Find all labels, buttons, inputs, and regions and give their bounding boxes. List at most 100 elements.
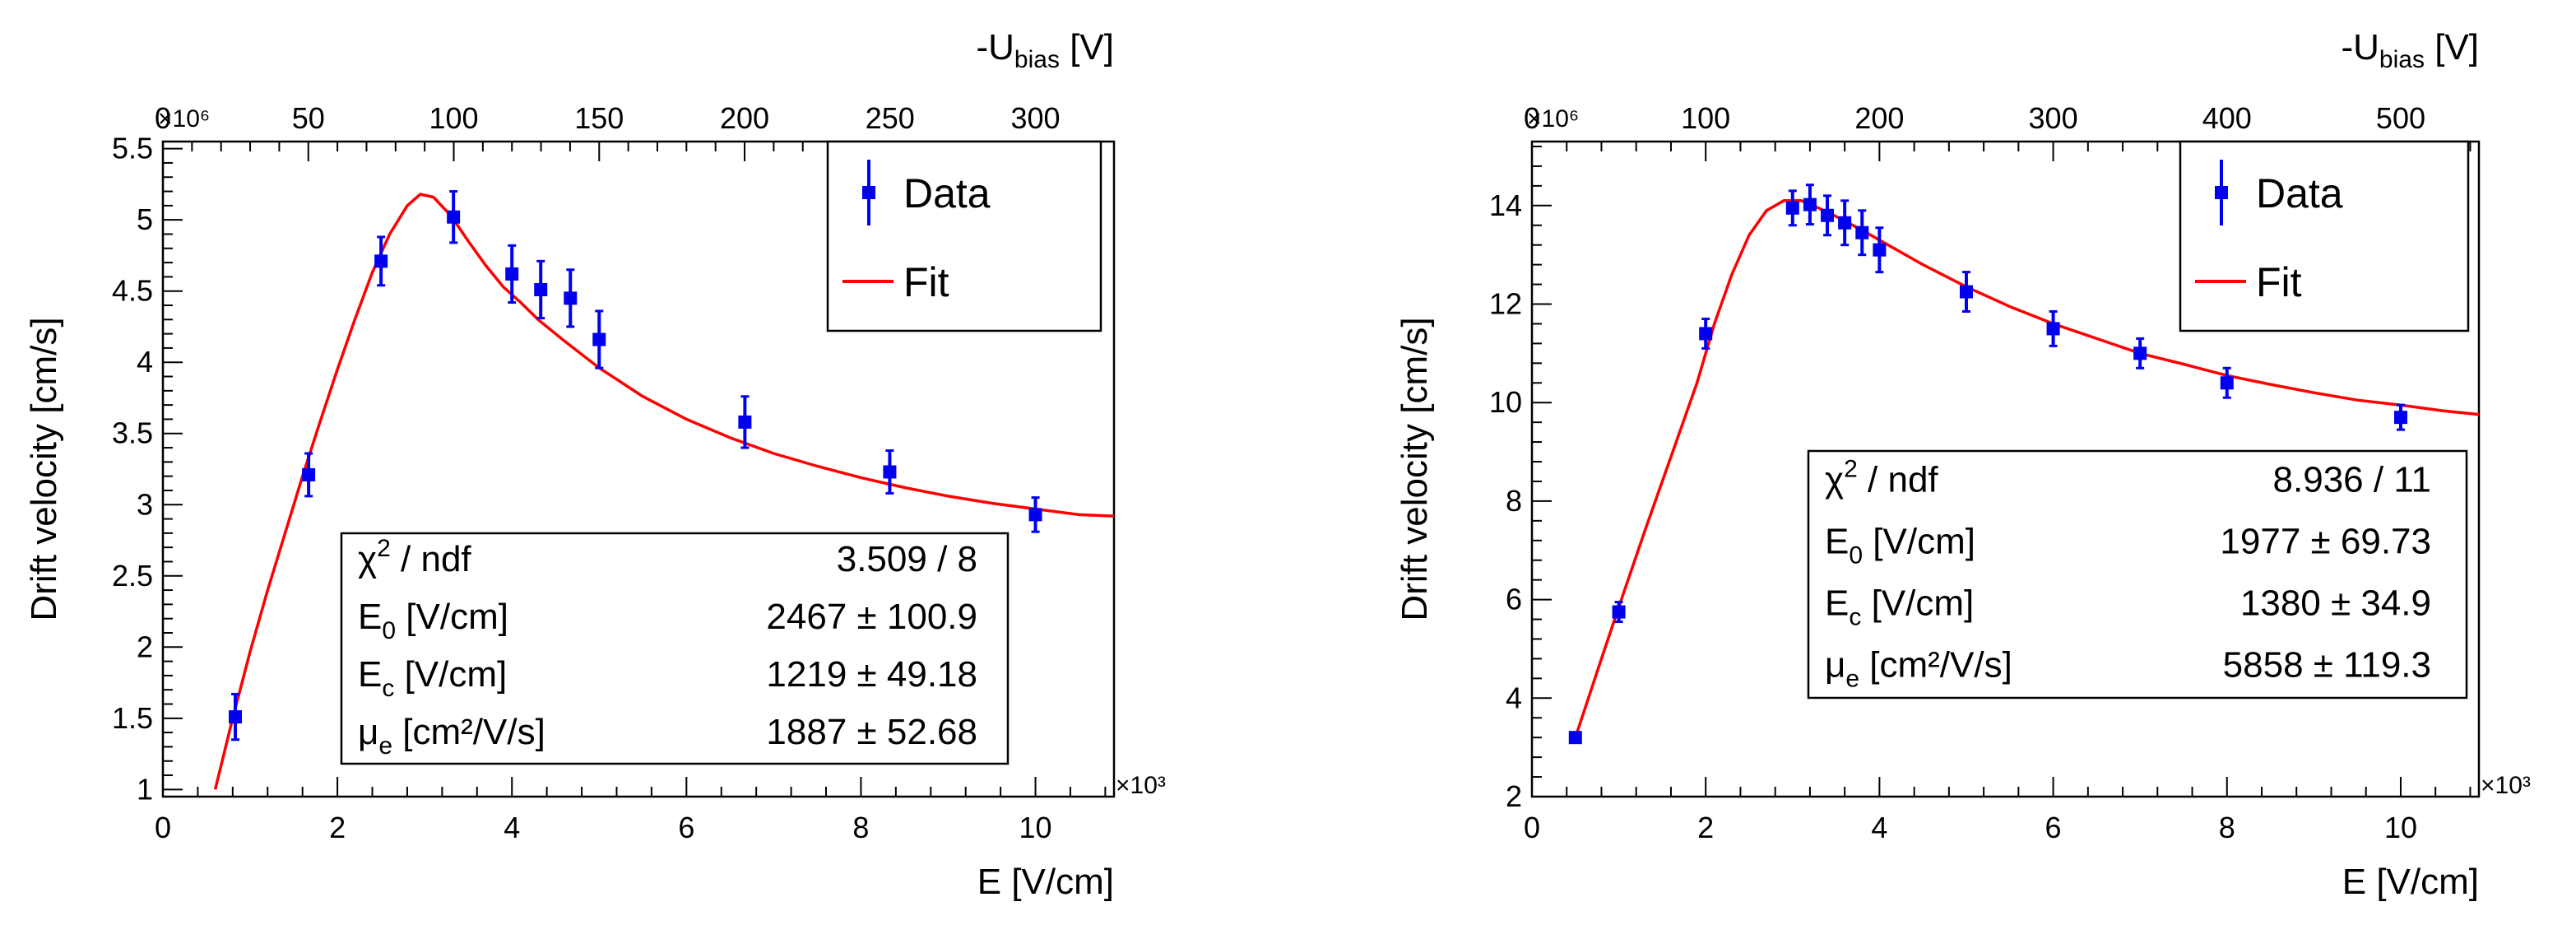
top-tick-label: 400 — [2202, 101, 2252, 135]
y-axis-title: Drift velocity [cm/s] — [1395, 317, 1435, 621]
y-exponent-label: ×10⁶ — [158, 105, 210, 132]
y-tick-label: 5.5 — [112, 132, 153, 165]
data-point — [1821, 208, 1835, 222]
stats-row-label: Ec [V/cm] — [1825, 583, 1974, 631]
data-point — [1699, 327, 1713, 341]
legend-label-fit: Fit — [2256, 259, 2302, 305]
x-tick-label: 8 — [852, 811, 869, 844]
y-tick-label: 2.5 — [112, 559, 153, 593]
data-point — [2133, 346, 2147, 360]
stats-row-value: 1887 ± 52.68 — [766, 712, 977, 752]
y-tick-label: 8 — [1506, 484, 1522, 518]
top-axis-title: -Ubias [V] — [2341, 27, 2479, 73]
x-tick-label: 8 — [2219, 811, 2235, 844]
series-fit-line — [213, 193, 1115, 790]
top-tick-label: 300 — [1011, 101, 1061, 135]
x-tick-label: 2 — [1697, 811, 1714, 844]
y-exponent-label: ×10⁶ — [1527, 105, 1579, 132]
legend-data-marker — [2215, 186, 2228, 199]
y-tick-label: 4 — [137, 345, 153, 379]
y-tick-label: 4 — [1506, 681, 1522, 714]
x-axis-title: E [V/cm] — [977, 862, 1114, 902]
data-point — [1803, 198, 1817, 211]
data-point — [883, 465, 897, 479]
legend-data-marker — [862, 186, 875, 199]
stats-row-value: 5858 ± 119.3 — [2223, 645, 2431, 686]
chart-panel-1: 0 2 4 6 8 10 ×10³ E [V/cm] 1 1.5 2 2.5 3 3.5 4 4.5 5 5.5×… — [24, 27, 1166, 902]
y-tick-label: 5 — [137, 202, 153, 236]
top-tick-label: 300 — [2029, 101, 2078, 135]
stats-row-label: μe [cm²/V/s] — [1825, 645, 2012, 693]
y-tick-label: 3.5 — [112, 416, 153, 450]
top-tick-label: 500 — [2376, 101, 2425, 135]
y-tick-label: 6 — [1506, 583, 1522, 616]
y-tick-label: 3 — [137, 487, 153, 521]
stats-row-value: 2467 ± 100.9 — [766, 597, 977, 637]
legend-label-data: Data — [2256, 170, 2343, 216]
y-tick-label: 4.5 — [112, 274, 153, 308]
series-fit-line — [1574, 199, 2480, 738]
legend-label-data: Data — [903, 170, 991, 216]
data-point — [1873, 243, 1887, 257]
top-tick-label: 250 — [866, 101, 915, 135]
data-point — [738, 415, 752, 429]
legend-box — [2179, 140, 2470, 332]
y-tick-label: 10 — [1489, 385, 1522, 419]
x-tick-label: 2 — [329, 811, 346, 844]
data-point — [2393, 411, 2407, 425]
stats-row-label: χ2 / ndf — [358, 535, 471, 579]
stats-row-value: 8.936 / 11 — [2273, 460, 2431, 500]
plot-frame — [161, 140, 1116, 798]
data-point — [534, 282, 548, 296]
x-exponent-label: ×10³ — [2481, 772, 2531, 799]
fit-stats-box — [340, 532, 1010, 765]
data-point — [374, 254, 388, 268]
stats-row-value: 3.509 / 8 — [837, 539, 977, 579]
stats-row-label: Ec [V/cm] — [358, 654, 507, 702]
top-axis-title: -Ubias [V] — [976, 27, 1114, 73]
data-point — [564, 291, 578, 305]
x-tick-label: 4 — [504, 811, 520, 844]
top-tick-label: 0 — [1524, 101, 1540, 135]
stats-row-label: χ2 / ndf — [1825, 456, 1938, 500]
data-point — [2046, 322, 2060, 336]
stats-row-label: E0 [V/cm] — [1825, 522, 1975, 569]
top-tick-label: 50 — [292, 101, 325, 135]
data-point — [1612, 605, 1626, 619]
data-point — [1838, 216, 1852, 230]
top-tick-label: 100 — [429, 101, 478, 135]
x-tick-label: 10 — [2384, 811, 2417, 844]
data-point — [1028, 508, 1042, 522]
data-point — [229, 710, 243, 724]
x-tick-label: 6 — [2045, 811, 2062, 844]
top-tick-label: 150 — [574, 101, 624, 135]
x-axis-title: E [V/cm] — [2342, 862, 2479, 902]
data-point — [1855, 225, 1869, 239]
data-point — [1568, 731, 1582, 745]
top-tick-label: 200 — [720, 101, 769, 135]
x-tick-label: 0 — [1524, 811, 1540, 844]
x-tick-label: 6 — [678, 811, 694, 844]
y-tick-label: 14 — [1489, 188, 1522, 222]
data-point — [447, 210, 461, 224]
y-axis-title: Drift velocity [cm/s] — [24, 317, 64, 621]
y-tick-label: 1 — [137, 772, 153, 806]
top-tick-label: 200 — [1854, 101, 1904, 135]
x-exponent-label: ×10³ — [1116, 772, 1166, 799]
data-point — [1785, 201, 1799, 215]
data-point — [302, 467, 316, 481]
data-point — [592, 332, 606, 346]
stats-row-value: 1219 ± 49.18 — [766, 654, 977, 695]
y-tick-label: 2 — [137, 630, 153, 663]
data-point — [2220, 376, 2234, 390]
y-tick-label: 2 — [1506, 779, 1522, 813]
stats-row-value: 1380 ± 34.9 — [2240, 583, 2431, 624]
x-tick-label: 0 — [155, 811, 171, 844]
x-tick-label: 10 — [1019, 811, 1052, 844]
top-tick-label: 100 — [1681, 101, 1730, 135]
plot-frame — [1530, 140, 2481, 798]
fit-stats-box — [1807, 449, 2468, 700]
stats-row-label: μe [cm²/V/s] — [358, 712, 545, 760]
